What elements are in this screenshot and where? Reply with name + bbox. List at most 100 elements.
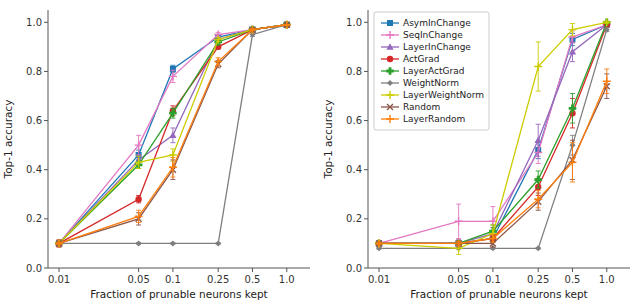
marker [283, 21, 291, 29]
legend-marker [386, 43, 393, 50]
series [56, 22, 290, 247]
marker [456, 240, 462, 246]
x-tick-label: 0.1 [485, 274, 501, 285]
marker [56, 240, 62, 246]
series-line [379, 25, 607, 244]
series [375, 21, 611, 248]
marker [215, 240, 221, 246]
marker [569, 48, 576, 55]
y-tick-label: 0.2 [26, 213, 42, 224]
marker [376, 240, 382, 246]
series-line [59, 25, 287, 244]
plot-area [55, 21, 291, 248]
marker [248, 26, 256, 34]
x-axis-label: Fraction of prunable neurons kept [410, 288, 588, 300]
series-line [379, 22, 607, 248]
marker [283, 21, 291, 29]
legend-marker [386, 91, 394, 99]
x-tick [606, 268, 607, 272]
series-line [59, 25, 287, 244]
legend-label: AsymInChange [403, 18, 471, 28]
y-tick-label: 0.0 [346, 263, 362, 274]
x-tick [572, 268, 573, 272]
y-axis-line [368, 10, 369, 268]
x-tick-label: 0.5 [565, 274, 581, 285]
series-line [379, 25, 607, 244]
x-tick [172, 268, 173, 272]
x-tick-label: 1.0 [279, 274, 295, 285]
x-tick-label: 0.01 [368, 274, 390, 285]
marker [534, 176, 542, 184]
marker [603, 18, 611, 26]
legend-item: LayerWeightNorm [381, 90, 484, 100]
marker [283, 21, 291, 29]
legend-label: Random [403, 102, 440, 112]
marker [56, 240, 62, 246]
marker [169, 163, 177, 171]
legend-marker [386, 115, 394, 123]
y-tick [364, 22, 368, 23]
x-axis-label: Fraction of prunable neurons kept [90, 288, 268, 300]
series [55, 21, 291, 248]
series [375, 69, 611, 247]
y-tick [44, 120, 48, 121]
series [55, 21, 290, 246]
marker [135, 212, 143, 220]
marker [603, 77, 611, 85]
y-tick-label: 0.8 [26, 66, 42, 77]
marker [568, 26, 576, 34]
series-line [59, 25, 287, 244]
marker [55, 239, 63, 247]
marker [283, 21, 291, 29]
legend-label: SeqInChange [403, 30, 463, 40]
plot-area [375, 18, 611, 254]
y-axis-label: Top-1 accuracy [322, 100, 334, 180]
marker [214, 58, 222, 66]
y-tick [44, 22, 48, 23]
series-line [379, 86, 607, 243]
marker [376, 240, 382, 246]
marker [603, 18, 611, 26]
marker [535, 136, 542, 143]
x-tick [458, 268, 459, 272]
marker [455, 239, 463, 247]
series [55, 21, 291, 248]
y-axis-label: Top-1 accuracy [2, 100, 14, 180]
marker [489, 235, 497, 243]
error-bar [136, 196, 141, 203]
x-tick [538, 268, 539, 272]
y-axis-line [48, 10, 49, 268]
x-tick [138, 268, 139, 272]
marker [169, 132, 176, 139]
marker [375, 239, 383, 247]
marker [604, 27, 610, 33]
y-tick [44, 218, 48, 219]
marker [375, 239, 383, 247]
marker [55, 239, 63, 247]
series-line [59, 25, 287, 244]
legend-label: WeightNorm [403, 78, 459, 88]
x-tick [252, 268, 253, 272]
y-tick-label: 0.8 [346, 66, 362, 77]
y-tick-label: 0.6 [346, 115, 362, 126]
marker [455, 240, 461, 246]
legend-marker [387, 20, 393, 26]
marker [136, 240, 142, 246]
panel: 0.00.20.40.60.81.00.010.050.10.250.51.0F… [2, 10, 310, 300]
legend-item: AsymInChange [381, 18, 471, 28]
x-tick [218, 268, 219, 272]
marker [55, 240, 63, 248]
legend-marker [387, 56, 393, 62]
legend-item: WeightNorm [381, 78, 459, 88]
series-line [59, 25, 287, 244]
marker [455, 240, 463, 248]
marker [534, 195, 542, 203]
y-tick-label: 0.6 [26, 115, 42, 126]
x-tick-label: 0.25 [207, 274, 229, 285]
legend-item: SeqInChange [381, 30, 463, 40]
x-tick-label: 1.0 [599, 274, 615, 285]
y-tick [364, 268, 368, 269]
x-tick-label: 0.5 [245, 274, 261, 285]
legend-label: LayerWeightNorm [403, 90, 484, 100]
y-tick [44, 71, 48, 72]
